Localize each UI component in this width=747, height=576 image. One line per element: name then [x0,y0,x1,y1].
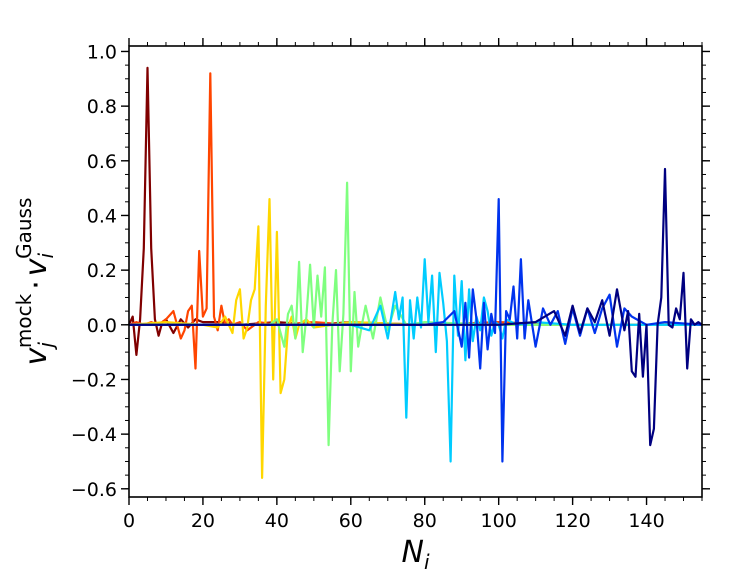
series-layer [127,66,703,479]
y-tick-label: −0.4 [71,424,117,446]
x-tick-label: 20 [191,510,215,532]
tick-layer: 0 20 40 60 80 100 120 140 −0.6 −0.4 −0.2 0.0 0.2 0.4 0… [71,38,710,532]
series-line-5 [129,258,702,463]
series-line-7 [129,167,703,447]
y-tick-label: 0.2 [87,260,117,282]
x-axis-label-subscript: i [424,550,430,572]
y-axis-label-v1-superscript: mock [12,293,36,348]
series-line-3 [128,198,702,479]
y-tick-label: −0.6 [71,479,117,501]
y-tick-label: 0.4 [87,205,117,227]
x-tick-label: 140 [628,510,664,532]
series-line-4 [129,181,702,447]
x-tick-label: 40 [265,510,289,532]
y-axis-label-v1: v [19,346,54,365]
y-axis-label: vjmock·viGauss [12,198,58,366]
x-tick-label: 100 [481,510,517,532]
y-axis-label-dot: · [19,280,54,290]
y-tick-label: −0.2 [71,369,117,391]
x-tick-label: 80 [413,510,437,532]
x-axis-label-base: N [401,535,423,570]
y-axis-label-v2: v [19,257,54,276]
y-tick-label: 0.0 [87,315,117,337]
series-line-6 [129,198,703,463]
y-axis-label-v1-subscript: j [34,342,58,351]
x-tick-label: 60 [339,510,363,532]
plot-frame [128,45,703,498]
y-axis-label-v2-superscript: Gauss [12,198,36,259]
y-tick-label: 1.0 [87,41,117,63]
y-axis-label-v2-subscript: i [34,252,58,258]
x-tick-label: 120 [554,510,590,532]
x-tick-label: 0 [123,510,135,532]
x-axis-label: Ni [401,535,429,572]
y-tick-label: 0.8 [87,96,117,118]
y-tick-label: 0.6 [87,151,117,173]
